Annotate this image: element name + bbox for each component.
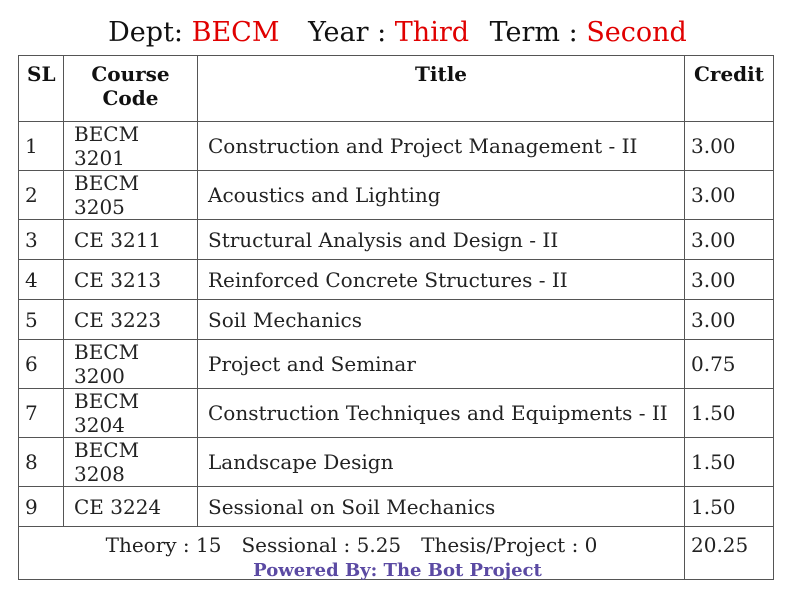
course-code-cell: CE 3213 bbox=[63, 259, 198, 300]
year-label: Year : bbox=[308, 17, 387, 48]
sl-cell: 1 bbox=[18, 121, 64, 171]
credit-summary: Theory : 15 Sessional : 5.25 Thesis/Projec… bbox=[18, 526, 685, 580]
term-value: Second bbox=[586, 17, 687, 48]
credit-cell: 0.75 bbox=[684, 339, 774, 389]
sl-cell: 3 bbox=[18, 219, 64, 260]
table-row: 4 CE 3213 Reinforced Concrete Structures… bbox=[18, 259, 774, 300]
table-row: 5 CE 3223 Soil Mechanics 3.00 bbox=[18, 299, 774, 340]
sl-cell: 6 bbox=[18, 339, 64, 389]
credit-cell: 1.50 bbox=[684, 388, 774, 438]
table-row: 7 BECM 3204 Construction Techniques and … bbox=[18, 388, 774, 438]
table-row: 6 BECM 3200 Project and Seminar 0.75 bbox=[18, 339, 774, 389]
sl-cell: 9 bbox=[18, 486, 64, 527]
course-code-cell: CE 3211 bbox=[63, 219, 198, 260]
sl-cell: 5 bbox=[18, 299, 64, 340]
title-cell: Acoustics and Lighting bbox=[197, 170, 685, 220]
title-cell: Sessional on Soil Mechanics bbox=[197, 486, 685, 527]
total-credit: 20.25 bbox=[684, 526, 774, 580]
sl-cell: 4 bbox=[18, 259, 64, 300]
year-value: Third bbox=[394, 17, 470, 48]
column-header-sl: SL bbox=[18, 55, 64, 122]
sl-cell: 7 bbox=[18, 388, 64, 438]
credit-cell: 1.50 bbox=[684, 437, 774, 487]
table-row: 8 BECM 3208 Landscape Design 1.50 bbox=[18, 437, 774, 487]
sessional-credit: Sessional : 5.25 bbox=[241, 533, 402, 557]
course-code-cell: BECM 3204 bbox=[63, 388, 198, 438]
thesis-credit: Thesis/Project : 0 bbox=[421, 533, 598, 557]
course-code-cell: CE 3224 bbox=[63, 486, 198, 527]
table-header-row: SL Course Code Title Credit bbox=[18, 55, 774, 122]
table-row: 9 CE 3224 Sessional on Soil Mechanics 1.… bbox=[18, 486, 774, 527]
course-code-cell: CE 3223 bbox=[63, 299, 198, 340]
summary-row: Theory : 15 Sessional : 5.25 Thesis/Projec… bbox=[18, 526, 774, 580]
title-cell: Construction and Project Management - II bbox=[197, 121, 685, 171]
table-row: 2 BECM 3205 Acoustics and Lighting 3.00 bbox=[18, 170, 774, 220]
table-row: 1 BECM 3201 Construction and Project Man… bbox=[18, 121, 774, 171]
theory-credit: Theory : 15 bbox=[105, 533, 222, 557]
powered-by-footer: Powered By: The Bot Project bbox=[253, 560, 542, 581]
course-code-cell: BECM 3200 bbox=[63, 339, 198, 389]
title-cell: Landscape Design bbox=[197, 437, 685, 487]
dept-label: Dept: bbox=[108, 17, 184, 48]
credit-cell: 3.00 bbox=[684, 259, 774, 300]
credit-cell: 3.00 bbox=[684, 299, 774, 340]
column-header-course-code: Course Code bbox=[63, 55, 198, 122]
dept-value: BECM bbox=[191, 17, 280, 48]
column-header-title: Title bbox=[197, 55, 685, 122]
course-table: SL Course Code Title Credit 1 BECM 3201 … bbox=[18, 55, 774, 580]
sl-cell: 2 bbox=[18, 170, 64, 220]
sl-cell: 8 bbox=[18, 437, 64, 487]
title-cell: Reinforced Concrete Structures - II bbox=[197, 259, 685, 300]
title-cell: Project and Seminar bbox=[197, 339, 685, 389]
credit-cell: 3.00 bbox=[684, 170, 774, 220]
title-cell: Structural Analysis and Design - II bbox=[197, 219, 685, 260]
credit-cell: 1.50 bbox=[684, 486, 774, 527]
course-code-cell: BECM 3205 bbox=[63, 170, 198, 220]
title-cell: Construction Techniques and Equipments -… bbox=[197, 388, 685, 438]
course-code-cell: BECM 3201 bbox=[63, 121, 198, 171]
page-heading: Dept: BECM Year : Third Term : Second bbox=[0, 14, 795, 52]
table-row: 3 CE 3211 Structural Analysis and Design… bbox=[18, 219, 774, 260]
credit-cell: 3.00 bbox=[684, 219, 774, 260]
course-code-cell: BECM 3208 bbox=[63, 437, 198, 487]
credit-cell: 3.00 bbox=[684, 121, 774, 171]
column-header-credit: Credit bbox=[684, 55, 774, 122]
title-cell: Soil Mechanics bbox=[197, 299, 685, 340]
term-label: Term : bbox=[489, 17, 578, 48]
